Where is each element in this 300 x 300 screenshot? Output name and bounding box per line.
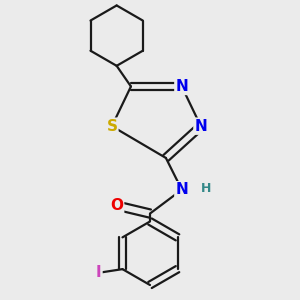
Text: N: N xyxy=(194,119,207,134)
Text: N: N xyxy=(176,182,188,197)
Text: S: S xyxy=(106,119,117,134)
Text: O: O xyxy=(110,198,123,213)
Text: I: I xyxy=(96,265,101,280)
Text: H: H xyxy=(201,182,211,195)
Text: N: N xyxy=(176,79,188,94)
